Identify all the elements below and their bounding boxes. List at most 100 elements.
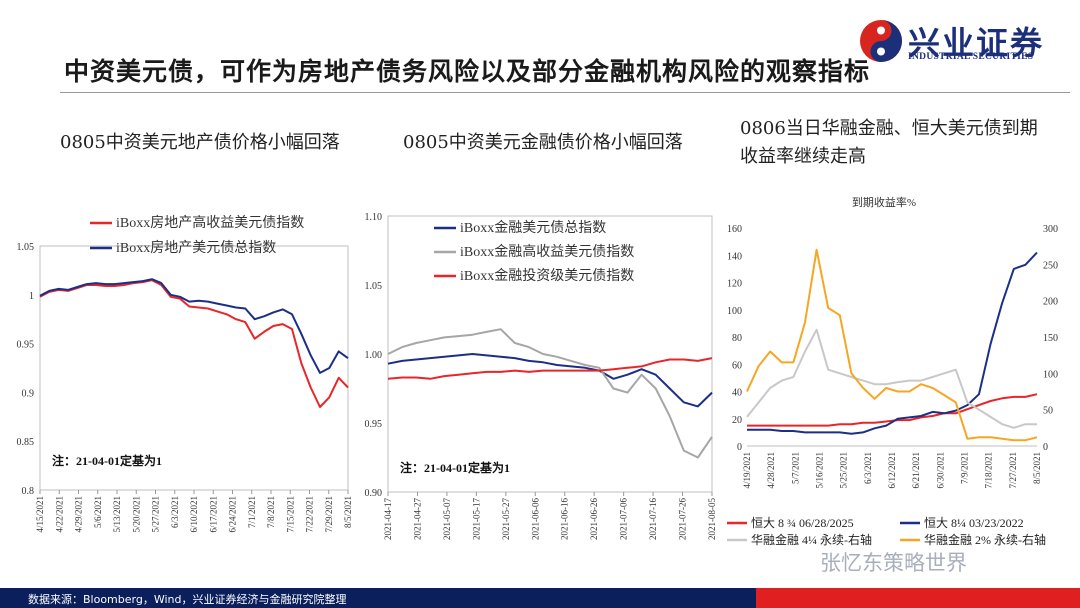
x-tick-label: 2021-04-27 <box>412 498 422 540</box>
x-tick-label: 4/29/2021 <box>74 496 84 533</box>
logo-cn-text: 兴业证券 <box>908 24 1045 62</box>
chart-property-bond-index: 0.8 0.85 0.9 0.95 1 1.05 4/15/2021 4/22/2021 4/2… <box>17 214 354 533</box>
y-tick-label: 100 <box>727 306 742 317</box>
series-line-2 <box>747 251 1038 435</box>
legend-label: 华融金融 4¼ 永续-右轴 <box>751 532 872 547</box>
x-tick-label: 6/10/2021 <box>189 496 199 533</box>
y-tick-label: 0.8 <box>22 486 35 497</box>
x-tick-label: 5/27/2021 <box>151 496 161 533</box>
x-tick-label: 5/13/2021 <box>112 496 122 533</box>
y-tick-label: 0.9 <box>22 388 35 399</box>
x-tick-label: 6/30/2021 <box>935 452 945 489</box>
x-tick-label: 2021-07-26 <box>678 498 688 540</box>
x-tick-label: 2021-05-17 <box>471 498 481 540</box>
y-tick-label: 1.05 <box>17 242 35 253</box>
chart-note: 注：21-04-01定基为1 <box>52 453 162 468</box>
y2-tick-label: 250 <box>1043 260 1058 271</box>
x-tick-label: 2021-07-06 <box>619 498 629 540</box>
y-tick-label: 20 <box>732 415 742 426</box>
y-tick-label: 1.10 <box>365 212 383 223</box>
x-tick-label: 7/27/2021 <box>1008 452 1018 489</box>
x-tick-label: 7/22/2021 <box>305 496 315 533</box>
x-tick-label: 7/9/2021 <box>960 452 970 484</box>
x-tick-label: 5/6/2021 <box>93 496 103 528</box>
legend-label: iBoxx金融投资级美元债指数 <box>460 268 634 284</box>
x-tick-label: 2021-06-16 <box>560 498 570 540</box>
legend-label: 华融金融 2% 永续-右轴 <box>924 532 1046 547</box>
y2-tick-label: 50 <box>1043 406 1053 417</box>
x-tick-label: 8/5/2021 <box>343 496 353 528</box>
footer-bar: 数据来源：Bloomberg，Wind，兴业证券经济与金融研究院整理 <box>0 588 1080 608</box>
series-line-2 <box>387 328 713 459</box>
legend-label: iBoxx金融高收益美元债指数 <box>460 243 634 260</box>
footer-blue-band <box>0 588 756 608</box>
x-tick-label: 2021-08-05 <box>707 498 717 540</box>
legend-label: 恒大 8 ¾ 06/28/2025 <box>751 516 854 530</box>
y-tick-label: 0.90 <box>365 488 383 499</box>
x-tick-label: 4/28/2021 <box>766 452 776 489</box>
y-tick-label: 1 <box>29 291 34 302</box>
footer-source: 数据来源：Bloomberg，Wind，兴业证券经济与金融研究院整理 <box>28 593 347 606</box>
chart-note: 注：21-04-01定基为1 <box>400 460 510 475</box>
chart-title: 到期收益率% <box>852 195 916 209</box>
y2-tick-label: 100 <box>1043 369 1058 380</box>
x-tick-label: 2021-07-16 <box>648 498 658 540</box>
x-tick-label: 7/18/2021 <box>984 452 994 489</box>
slide-title: 中资美元债，可作为房地产债务风险以及部分金融机构风险的观察指标 <box>64 57 871 86</box>
x-tick-label: 7/29/2021 <box>324 496 334 533</box>
y-tick-label: 60 <box>732 360 742 371</box>
series-line-1 <box>747 393 1038 427</box>
x-tick-label: 5/16/2021 <box>815 452 825 489</box>
x-tick-label: 7/15/2021 <box>285 496 295 533</box>
footer-red-band <box>756 588 1080 608</box>
x-tick-label: 5/20/2021 <box>131 496 141 533</box>
y-tick-label: 80 <box>732 333 742 344</box>
series-line-4 <box>746 248 1038 442</box>
subtitle-right-line2: 收益率继续走高 <box>740 146 866 167</box>
logo-mark-icon <box>860 20 902 62</box>
y-tick-label: 1.00 <box>365 350 383 361</box>
x-tick-label: 5/25/2021 <box>839 452 849 489</box>
y-tick-label: 140 <box>727 251 742 262</box>
legend-label: iBoxx金融美元债总指数 <box>460 220 606 236</box>
subtitle-right-line1: 0806当日华融金融、恒大美元债到期 <box>740 118 1038 139</box>
x-tick-label: 6/21/2021 <box>911 452 921 489</box>
series-line-1 <box>39 279 349 408</box>
y-tick-label: 0.95 <box>365 419 383 430</box>
x-tick-label: 2021-04-17 <box>383 498 393 540</box>
x-tick-label: 2021-05-27 <box>501 498 511 540</box>
x-tick-label: 2021-06-06 <box>530 498 540 540</box>
x-tick-label: 5/7/2021 <box>790 452 800 484</box>
watermark: 张忆东策略世界 <box>820 551 967 575</box>
x-tick-label: 6/24/2021 <box>228 496 238 533</box>
y-tick-label: 1.05 <box>365 281 383 292</box>
company-logo: 兴业证券 INDUSTRIAL SECURITIES <box>858 18 1068 66</box>
y-tick-label: 120 <box>727 279 742 290</box>
subtitle-right: 0806当日华融金融、恒大美元债到期 收益率继续走高 <box>740 115 1038 171</box>
y-tick-label: 0 <box>737 442 742 453</box>
series-line-3 <box>387 357 713 380</box>
subtitle-left: 0805中资美元地产债价格小幅回落 <box>60 132 340 153</box>
y-tick-label: 160 <box>727 224 742 235</box>
chart-bond-yield: 到期收益率% 0 20 40 60 80 100 120 140 160 0 50 100 150 200 2… <box>727 195 1058 547</box>
x-tick-label: 6/12/2021 <box>887 452 897 489</box>
legend-label: iBoxx房地产美元债总指数 <box>116 240 276 256</box>
y-tick-label: 0.85 <box>17 437 35 448</box>
y-tick-label: 40 <box>732 388 742 399</box>
y2-tick-label: 150 <box>1043 333 1058 344</box>
subtitle-middle: 0805中资美元金融债价格小幅回落 <box>403 132 683 153</box>
x-tick-label: 6/3/2021 <box>863 452 873 484</box>
x-tick-label: 8/5/2021 <box>1032 452 1042 484</box>
x-tick-label: 6/17/2021 <box>208 496 218 533</box>
x-tick-label: 7/1/2021 <box>247 496 257 528</box>
series-line-3 <box>746 328 1037 429</box>
series-line-2 <box>39 278 349 374</box>
logo-en-text: INDUSTRIAL SECURITIES <box>908 52 1034 62</box>
x-tick-label: 6/3/2021 <box>170 496 180 528</box>
x-tick-label: 4/19/2021 <box>742 452 752 489</box>
x-tick-label: 7/8/2021 <box>266 496 276 528</box>
series-line-1 <box>387 353 713 408</box>
legend-label: iBoxx房地产高收益美元债指数 <box>116 214 304 231</box>
x-tick-label: 4/15/2021 <box>35 496 45 533</box>
x-tick-label: 4/22/2021 <box>54 496 64 533</box>
